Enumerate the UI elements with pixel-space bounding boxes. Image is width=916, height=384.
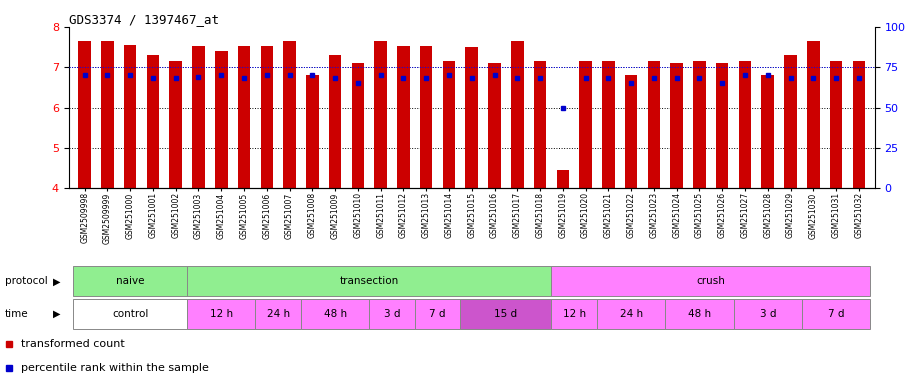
- Bar: [738, 61, 751, 188]
- Bar: [602, 61, 615, 188]
- Bar: [557, 170, 569, 188]
- Text: 7 d: 7 d: [430, 309, 446, 319]
- Bar: [73, 299, 187, 329]
- Bar: [853, 61, 865, 188]
- Bar: [352, 63, 365, 188]
- Text: 7 d: 7 d: [828, 309, 845, 319]
- Bar: [551, 266, 870, 296]
- Bar: [648, 61, 660, 188]
- Text: percentile rank within the sample: percentile rank within the sample: [20, 362, 209, 373]
- Text: 24 h: 24 h: [267, 309, 289, 319]
- Bar: [511, 41, 524, 188]
- Bar: [73, 266, 187, 296]
- Bar: [442, 61, 455, 188]
- Bar: [215, 51, 227, 188]
- Text: 24 h: 24 h: [619, 309, 643, 319]
- Bar: [693, 61, 705, 188]
- Text: 48 h: 48 h: [688, 309, 711, 319]
- Bar: [761, 75, 774, 188]
- Bar: [101, 41, 114, 188]
- Bar: [465, 47, 478, 188]
- Bar: [420, 46, 432, 188]
- Text: crush: crush: [696, 276, 725, 286]
- Bar: [398, 46, 409, 188]
- Bar: [124, 45, 136, 188]
- Bar: [830, 61, 843, 188]
- Bar: [716, 63, 728, 188]
- Bar: [260, 46, 273, 188]
- Text: transformed count: transformed count: [20, 339, 125, 349]
- Bar: [665, 299, 734, 329]
- Text: 3 d: 3 d: [384, 309, 400, 319]
- Bar: [169, 61, 182, 188]
- Bar: [784, 55, 797, 188]
- Bar: [375, 41, 387, 188]
- Bar: [734, 299, 802, 329]
- Bar: [301, 299, 369, 329]
- Text: transection: transection: [340, 276, 398, 286]
- Text: control: control: [112, 309, 148, 319]
- Text: 15 d: 15 d: [495, 309, 518, 319]
- Text: ▶: ▶: [53, 276, 60, 286]
- Bar: [238, 46, 250, 188]
- Text: GDS3374 / 1397467_at: GDS3374 / 1397467_at: [69, 13, 219, 26]
- Bar: [415, 299, 461, 329]
- Text: 3 d: 3 d: [759, 309, 776, 319]
- Bar: [671, 63, 683, 188]
- Text: time: time: [5, 309, 28, 319]
- Bar: [625, 75, 638, 188]
- Bar: [807, 41, 820, 188]
- Bar: [79, 41, 91, 188]
- Bar: [187, 266, 551, 296]
- Bar: [597, 299, 665, 329]
- Bar: [329, 55, 342, 188]
- Bar: [802, 299, 870, 329]
- Bar: [579, 61, 592, 188]
- Bar: [283, 41, 296, 188]
- Bar: [534, 61, 546, 188]
- Bar: [488, 63, 501, 188]
- Bar: [369, 299, 415, 329]
- Bar: [461, 299, 551, 329]
- Bar: [192, 46, 205, 188]
- Bar: [187, 299, 256, 329]
- Text: 12 h: 12 h: [562, 309, 585, 319]
- Text: 12 h: 12 h: [210, 309, 233, 319]
- Text: ▶: ▶: [53, 309, 60, 319]
- Text: 48 h: 48 h: [323, 309, 346, 319]
- Bar: [306, 75, 319, 188]
- Bar: [256, 299, 301, 329]
- Text: naive: naive: [116, 276, 145, 286]
- Text: protocol: protocol: [5, 276, 48, 286]
- Bar: [551, 299, 597, 329]
- Bar: [147, 55, 159, 188]
